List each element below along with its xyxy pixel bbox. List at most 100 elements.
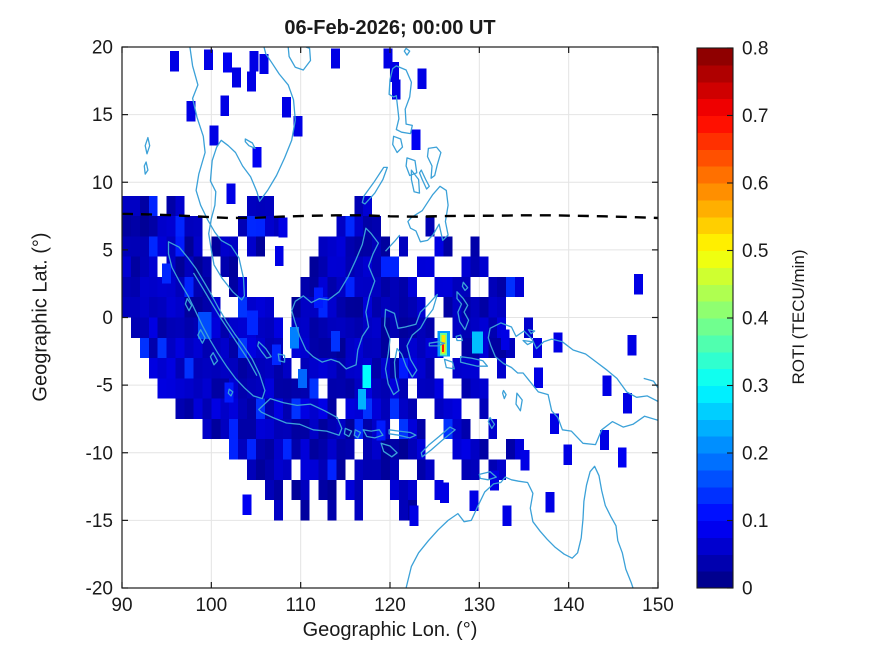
roti-cell-isolated [545,491,555,513]
roti-cell-isolated [411,129,421,150]
roti-cell [211,358,221,379]
roti-cell [148,236,158,257]
roti-cell [273,479,283,501]
roti-cell-isolated [383,48,393,69]
roti-cell [211,297,221,318]
roti-cell [282,418,292,440]
roti-cell [229,358,239,379]
roti-cell [282,358,292,379]
roti-cell [318,459,328,480]
roti-cell [193,297,203,318]
coastline-sumatra [167,241,266,400]
x-tick-label: 130 [463,595,495,616]
roti-cell [220,337,230,359]
roti-cell [452,418,462,440]
roti-cell [416,418,426,440]
roti-cell-enhanced [376,420,386,441]
roti-cell [398,236,408,257]
roti-cell [247,297,256,318]
roti-cell [345,236,355,257]
roti-cell [407,297,417,318]
roti-cell-isolated [390,61,399,83]
roti-cell-isolated [549,413,559,434]
roti-cell [398,297,408,318]
roti-cell [122,297,131,318]
roti-cell-isolated [502,505,512,526]
roti-cell [443,398,453,419]
roti-cell [327,479,337,501]
roti-cell [390,297,399,318]
roti-cell [372,378,382,399]
roti-cell-isolated [170,51,180,72]
roti-cell [390,459,399,480]
roti-cell [202,378,212,399]
coastline-morotai [461,281,469,292]
roti-cell [202,418,212,440]
roti-cell [398,337,408,359]
roti-cell-enhanced [398,358,408,379]
roti-cell [166,317,176,338]
roti-cell [220,358,230,379]
roti-cell [372,297,382,318]
roti-cell [264,479,274,501]
colorbar-band [697,149,733,167]
roti-cell [488,297,498,318]
roti-cell [381,378,390,399]
colorbar-band [697,301,733,319]
roti-cell [175,297,185,318]
roti-cell [497,297,507,318]
roti-cell [273,378,283,399]
roti-cell-isolated [281,97,291,118]
roti-cell [479,439,489,460]
roti-cell [256,216,265,237]
roti-cell [139,317,149,338]
roti-cell [175,378,185,399]
roti-cell [524,317,533,338]
roti-cell [273,398,283,419]
roti-cell [354,195,364,217]
roti-cell [425,337,435,359]
roti-cell-enhanced [247,310,258,336]
roti-cell [238,276,248,298]
roti-cell [479,398,489,419]
colorbar-band [697,233,733,252]
colorbar-tick-label: 0.3 [742,376,768,397]
coastline-kai [501,389,507,400]
roti-cell [309,256,319,277]
coastline-melville [478,471,497,481]
y-tick-label: 10 [92,173,113,194]
roti-cell [425,459,435,480]
roti-cell [256,337,265,359]
roti-cell [363,297,373,318]
coastline-aru [515,392,523,412]
roti-cell [256,439,265,460]
roti-cell [336,337,346,359]
roti-cell [416,297,426,318]
roti-cell [363,398,373,419]
roti-cell [229,236,239,257]
roti-cell [256,378,265,399]
roti-cell [452,358,462,379]
tick-labels: 90 100 110 120 130 140 150 -20 -15 -10 -5 0 5 10 15 20 [86,38,674,617]
roti-cell [372,317,382,338]
roti-cell-isolated [209,125,219,146]
roti-cell [256,459,265,480]
roti-cell-enhanced [331,331,340,352]
roti-cell-isolated [500,329,510,350]
roti-cell [497,358,507,379]
roti-cell [372,256,382,277]
roti-cell [470,459,480,480]
roti-cell [130,256,140,277]
roti-cell [479,378,489,399]
roti-cell [211,317,221,338]
roti-cell [238,317,248,338]
roti-cell [247,216,256,237]
roti-cell [506,337,516,359]
roti-cell [264,378,274,399]
coastline-hainan [287,47,312,71]
roti-cell [515,276,524,298]
roti-cell [220,236,230,257]
roti-cell [309,378,319,399]
roti-cell [211,398,221,419]
y-tick-label: -10 [86,443,113,464]
